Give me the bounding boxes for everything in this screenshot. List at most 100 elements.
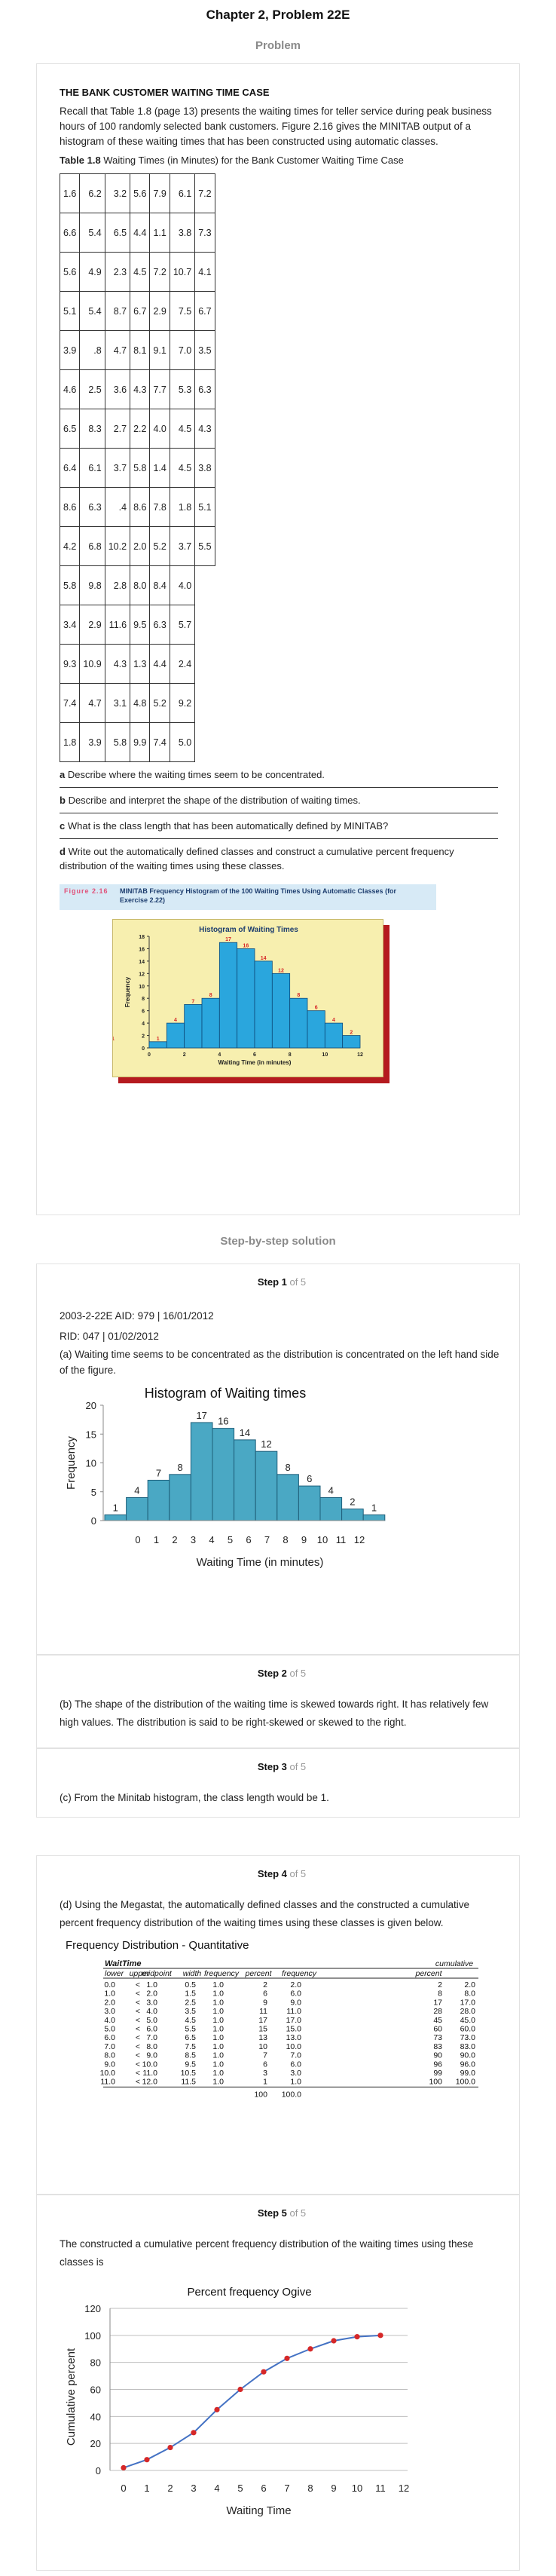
table-cell: 8.0 bbox=[464, 1989, 475, 1999]
percent-frequency-ogive: Percent frequency Ogive 0 20 40 60 80 100 120 0 1… bbox=[65, 2286, 409, 2517]
bar-value-label: 17 bbox=[225, 937, 231, 942]
table-cell: 1.0 bbox=[104, 1989, 115, 1999]
table-cell: 7 bbox=[263, 2051, 267, 2060]
x-tick-label: 2 bbox=[183, 1052, 186, 1058]
y-tick-label: 5 bbox=[91, 1487, 96, 1498]
table-cell: 2.8 bbox=[104, 565, 131, 605]
figure-2-16: Figure 2.16 MINITAB Frequency Histogram … bbox=[60, 884, 436, 1083]
table-row: 5.1 5.4 8.7 6.7 2.9 7.5 6.7 bbox=[59, 291, 215, 331]
table-cell: 1.0 bbox=[212, 2042, 224, 2051]
x-tick-label: 11 bbox=[375, 2483, 386, 2494]
table-row: 7.4 4.7 3.1 4.8 5.2 9.2 bbox=[59, 683, 215, 723]
table-cell: 5.1 bbox=[194, 487, 215, 527]
table-cell: 7.4 bbox=[59, 683, 81, 723]
bar-value-label: 7 bbox=[191, 999, 194, 1004]
y-tick-label: 10 bbox=[139, 985, 145, 990]
table-row: 1.8 3.9 5.8 9.9 7.4 5.0 bbox=[59, 722, 215, 762]
cumulative-label: cumulative bbox=[435, 1959, 473, 1968]
column-header: lower bbox=[105, 1969, 124, 1978]
bar-value-label: 14 bbox=[240, 1427, 250, 1438]
table-cell: 3.2 bbox=[104, 173, 131, 213]
table-cell: 2.0 bbox=[104, 1998, 115, 2007]
ogive-point bbox=[214, 2406, 220, 2412]
question-text: What is the class length that has been a… bbox=[65, 820, 389, 832]
step-3-text: (c) From the Minitab histogram, the clas… bbox=[60, 1792, 329, 1803]
table-cell: 6.3 bbox=[79, 487, 105, 527]
table-cell: 73 bbox=[433, 2033, 442, 2042]
table-cell: 11.5 bbox=[181, 2078, 196, 2087]
question-d: d Write out the automatically defined cl… bbox=[60, 844, 498, 878]
table-cell: 4.3 bbox=[104, 644, 131, 684]
table-cell: 6.2 bbox=[79, 173, 105, 213]
table-cell: 1.0 bbox=[212, 1998, 224, 2007]
bar-value-label: 1 bbox=[113, 1037, 115, 1042]
table-cell: 6 bbox=[263, 1989, 267, 1999]
y-tick-label: 16 bbox=[139, 947, 145, 952]
x-tick-label: 0 bbox=[121, 2483, 126, 2494]
histogram-bar bbox=[148, 1041, 167, 1049]
question-text: Write out the automatically defined clas… bbox=[60, 846, 454, 871]
bar-value-label: 1 bbox=[157, 1037, 160, 1042]
ogive-point bbox=[354, 2334, 360, 2340]
ogive-point bbox=[144, 2457, 150, 2463]
table-cell: 4.9 bbox=[79, 252, 105, 292]
chart-title: Histogram of Waiting Times bbox=[199, 926, 298, 934]
histogram-bar bbox=[271, 973, 291, 1049]
table-cell: 4.5 bbox=[130, 252, 151, 292]
question-c: c What is the class length that has been… bbox=[60, 819, 498, 839]
y-tick-label: 20 bbox=[86, 1400, 96, 1411]
x-tick-label: 4 bbox=[218, 1052, 221, 1058]
table-row: 3.4 2.9 11.6 9.5 6.3 5.7 bbox=[59, 605, 215, 645]
table-cell: 17.0 bbox=[460, 1998, 476, 2007]
y-axis-label: Cumulative percent bbox=[65, 2348, 78, 2446]
table-cell: 1.1 bbox=[149, 213, 170, 253]
table-row: 6.6 5.4 6.5 4.4 1.1 3.8 7.3 bbox=[59, 213, 215, 253]
histogram-bar bbox=[201, 997, 220, 1049]
ogive-point bbox=[191, 2430, 197, 2436]
x-tick-label: 4 bbox=[209, 1534, 214, 1545]
table-cell: 3.0 bbox=[146, 1998, 157, 2007]
table-cell: 17.0 bbox=[286, 2016, 302, 2025]
minitab-histogram-box: Histogram of Waiting Times 0 2 4 6 8 10 12 14 16 1… bbox=[112, 919, 383, 1077]
table-cell: 4.0 bbox=[149, 409, 170, 449]
x-tick-label: 5 bbox=[228, 1534, 233, 1545]
step-1-text: (a) Waiting time seems to be concentrate… bbox=[60, 1349, 499, 1376]
step-label: Step 2 bbox=[257, 1668, 287, 1679]
table-cell: 8.1 bbox=[130, 330, 151, 370]
table-cell: 1.6 bbox=[59, 173, 81, 213]
table-row: 9.3 10.9 4.3 1.3 4.4 2.4 bbox=[59, 644, 215, 684]
table-cell: 73.0 bbox=[460, 2033, 476, 2042]
table-cell: 11.0 bbox=[142, 2069, 157, 2078]
table-cell: 2.0 bbox=[464, 1980, 475, 1989]
y-tick-label: 2 bbox=[142, 1034, 145, 1040]
table-cell: 2 bbox=[438, 1980, 442, 1989]
table-cell: < bbox=[136, 2069, 140, 2078]
table-cell: 4.2 bbox=[59, 526, 81, 566]
frequency-distribution-table: Frequency Distribution - Quantitative Wai… bbox=[66, 1939, 478, 2099]
question-letter: c bbox=[60, 820, 66, 832]
table-cell: 8.0 bbox=[130, 565, 151, 605]
page-title: Chapter 2, Problem 22E bbox=[206, 8, 350, 22]
table-caption: Table 1.8 Waiting Times (in Minutes) for… bbox=[60, 155, 498, 166]
table-cell: 1.0 bbox=[290, 2078, 301, 2087]
table-cell: 17 bbox=[433, 1998, 442, 2007]
bar-value-label: 1 bbox=[113, 1502, 118, 1513]
bar-value-label: 4 bbox=[134, 1484, 139, 1496]
table-cell: 1.0 bbox=[212, 2033, 224, 2042]
x-tick-label: 6 bbox=[253, 1052, 256, 1058]
table-cell: 9.2 bbox=[169, 683, 196, 723]
table-cell bbox=[194, 565, 215, 605]
y-tick-label: 18 bbox=[139, 935, 145, 940]
step-of: of 5 bbox=[286, 1276, 307, 1288]
table-cell: 5.2 bbox=[149, 683, 170, 723]
step-of: of 5 bbox=[286, 1868, 307, 1879]
step-3-card: Step 3 of 5 (c) From the Minitab histogr… bbox=[36, 1748, 520, 1818]
table-cell: 3.7 bbox=[104, 448, 131, 488]
table-cell: 6.0 bbox=[104, 2033, 115, 2042]
solution-heading: Step-by-step solution bbox=[220, 1235, 336, 1248]
table-cell: 5.4 bbox=[79, 291, 105, 331]
bar-value-label: 16 bbox=[243, 943, 249, 948]
question-b: b Describe and interpret the shape of th… bbox=[60, 793, 498, 813]
problem-heading: Problem bbox=[255, 39, 301, 52]
y-axis-label: Frequency bbox=[65, 1436, 78, 1490]
